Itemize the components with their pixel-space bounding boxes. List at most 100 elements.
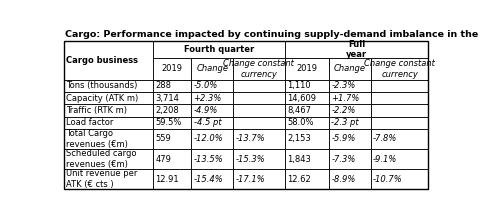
Bar xyxy=(285,129,329,149)
Bar xyxy=(285,104,329,117)
Text: Full
year: Full year xyxy=(346,40,367,59)
Text: Scheduled cargo
revenues (€m): Scheduled cargo revenues (€m) xyxy=(66,149,136,169)
Bar xyxy=(153,58,191,80)
Bar xyxy=(233,58,285,80)
Bar xyxy=(153,117,191,129)
Text: 2019: 2019 xyxy=(296,64,317,73)
Bar xyxy=(191,80,233,92)
Text: Change constant
currency: Change constant currency xyxy=(364,59,435,79)
Bar xyxy=(233,80,285,92)
Bar xyxy=(63,149,153,169)
Bar xyxy=(233,129,285,149)
Text: 2,153: 2,153 xyxy=(287,135,311,143)
Text: 8,467: 8,467 xyxy=(287,106,311,115)
Bar xyxy=(153,129,191,149)
Text: Tons (thousands): Tons (thousands) xyxy=(66,81,137,90)
Bar xyxy=(371,80,429,92)
Bar xyxy=(285,149,329,169)
Bar xyxy=(285,169,329,189)
Text: -15.3%: -15.3% xyxy=(235,155,265,164)
Bar xyxy=(63,41,153,80)
Bar xyxy=(153,149,191,169)
Text: -13.5%: -13.5% xyxy=(193,155,223,164)
Bar xyxy=(153,41,285,58)
Text: Change constant
currency: Change constant currency xyxy=(224,59,294,79)
Bar xyxy=(285,41,429,58)
Text: Total Cargo
revenues (€m): Total Cargo revenues (€m) xyxy=(66,129,128,149)
Text: -4.5 pt: -4.5 pt xyxy=(193,118,221,127)
Text: +1.7%: +1.7% xyxy=(331,94,360,103)
Bar xyxy=(329,104,371,117)
Bar xyxy=(191,104,233,117)
Bar xyxy=(63,169,153,189)
Text: -9.1%: -9.1% xyxy=(373,155,397,164)
Text: 2019: 2019 xyxy=(162,64,183,73)
Text: 288: 288 xyxy=(156,81,171,90)
Text: 3,714: 3,714 xyxy=(156,94,180,103)
Bar xyxy=(233,92,285,104)
Text: -7.3%: -7.3% xyxy=(331,155,356,164)
Text: Change: Change xyxy=(196,64,228,73)
Text: 14,609: 14,609 xyxy=(287,94,316,103)
Bar xyxy=(329,80,371,92)
Text: -10.7%: -10.7% xyxy=(373,175,403,184)
Bar xyxy=(63,117,153,129)
Text: -5.0%: -5.0% xyxy=(193,81,218,90)
Bar xyxy=(63,104,153,117)
Text: 59.5%: 59.5% xyxy=(156,118,182,127)
Text: 1,110: 1,110 xyxy=(287,81,311,90)
Bar xyxy=(191,58,233,80)
Text: Load factor: Load factor xyxy=(66,118,113,127)
Text: Change: Change xyxy=(334,64,366,73)
Bar xyxy=(233,104,285,117)
Bar xyxy=(285,58,329,80)
Bar xyxy=(63,92,153,104)
Text: +2.3%: +2.3% xyxy=(193,94,222,103)
Text: Cargo business: Cargo business xyxy=(66,56,138,65)
Bar xyxy=(285,92,329,104)
Bar xyxy=(329,92,371,104)
Text: -13.7%: -13.7% xyxy=(235,135,265,143)
Text: Capacity (ATK m): Capacity (ATK m) xyxy=(66,94,138,103)
Bar xyxy=(191,169,233,189)
Bar xyxy=(191,117,233,129)
Text: 559: 559 xyxy=(156,135,171,143)
Bar xyxy=(285,80,329,92)
Bar xyxy=(63,80,153,92)
Bar xyxy=(371,129,429,149)
Bar xyxy=(329,117,371,129)
Bar xyxy=(329,169,371,189)
Bar xyxy=(285,117,329,129)
Bar xyxy=(329,149,371,169)
Text: -2.3%: -2.3% xyxy=(331,81,356,90)
Bar xyxy=(153,169,191,189)
Text: Fourth quarter: Fourth quarter xyxy=(184,45,254,54)
Text: 1,843: 1,843 xyxy=(287,155,311,164)
Text: Cargo: Performance impacted by continuing supply-demand imbalance in the fourth : Cargo: Performance impacted by continuin… xyxy=(65,30,480,39)
Bar xyxy=(63,41,429,189)
Bar xyxy=(63,129,153,149)
Text: -17.1%: -17.1% xyxy=(235,175,265,184)
Text: -2.3 pt: -2.3 pt xyxy=(331,118,359,127)
Text: Unit revenue per
ATK (€ cts ): Unit revenue per ATK (€ cts ) xyxy=(66,169,137,189)
Bar xyxy=(233,117,285,129)
Text: 12.62: 12.62 xyxy=(287,175,311,184)
Bar xyxy=(153,80,191,92)
Text: -2.2%: -2.2% xyxy=(331,106,356,115)
Bar xyxy=(371,92,429,104)
Bar xyxy=(371,58,429,80)
Text: -5.9%: -5.9% xyxy=(331,135,356,143)
Bar xyxy=(329,129,371,149)
Bar xyxy=(191,92,233,104)
Text: -4.9%: -4.9% xyxy=(193,106,218,115)
Bar xyxy=(233,169,285,189)
Bar xyxy=(371,117,429,129)
Bar xyxy=(233,149,285,169)
Text: 12.91: 12.91 xyxy=(156,175,179,184)
Bar xyxy=(371,104,429,117)
Text: 2,208: 2,208 xyxy=(156,106,180,115)
Bar xyxy=(191,149,233,169)
Bar xyxy=(153,104,191,117)
Bar xyxy=(371,149,429,169)
Text: 58.0%: 58.0% xyxy=(287,118,313,127)
